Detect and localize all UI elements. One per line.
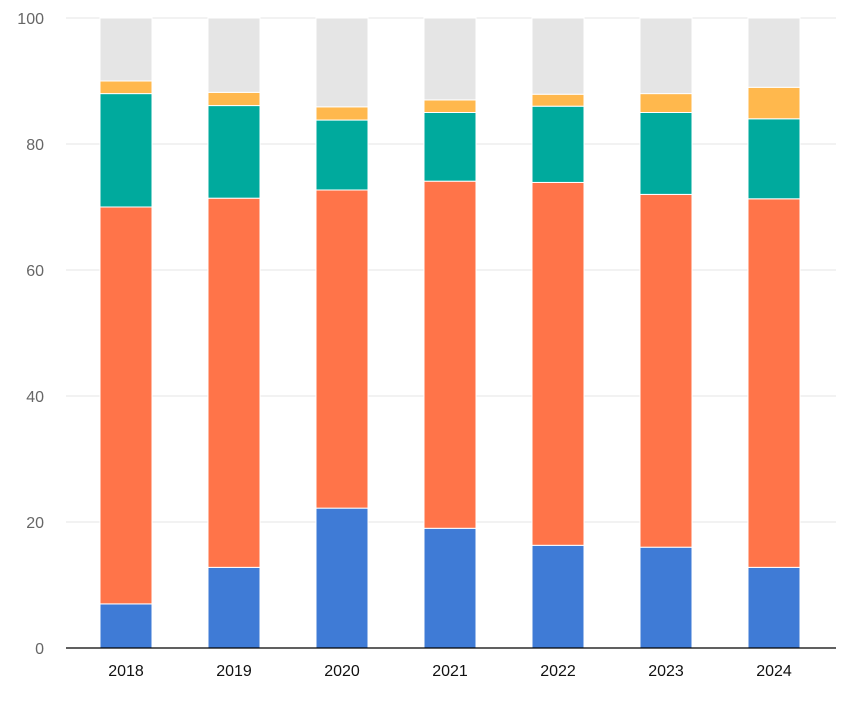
x-tick-label: 2022 [540,663,576,680]
bar-segment [639,112,693,195]
x-tick-label: 2019 [216,663,252,680]
y-tick-label: 60 [26,263,44,280]
x-tick-label: 2020 [324,663,360,680]
x-tick-label: 2018 [108,663,144,680]
bar-segment [315,189,369,509]
bar-segment [315,119,369,191]
bar-segment [423,17,477,101]
bar-segment [639,193,693,548]
bar-segment [99,206,153,605]
bar-segment [531,181,585,546]
bars [99,17,801,649]
y-tick-label: 20 [26,515,44,532]
bar-segment [747,566,801,649]
bar-segment [207,91,261,107]
bar-segment [423,112,477,182]
y-tick-label: 0 [35,641,44,658]
bar-segment [747,17,801,88]
bar-segment [639,546,693,649]
bar-segment [99,93,153,208]
bar-segment [423,180,477,529]
bar-segment [747,198,801,568]
bar-segment [207,566,261,649]
bar-segment [639,93,693,113]
bar-segment [315,507,369,649]
y-axis-ticks: 0 20 40 60 80 100 [17,11,44,658]
bar-segment [207,197,261,568]
bar-segment [531,105,585,183]
bar-segment [207,17,261,93]
bar-segment [423,527,477,649]
bar-segment [531,17,585,95]
bar-segment [747,118,801,200]
x-tick-label: 2023 [648,663,684,680]
bar-segment [531,93,585,107]
x-tick-label: 2021 [432,663,468,680]
bar-segment [423,99,477,114]
y-tick-label: 80 [26,137,44,154]
bar-segment [747,86,801,120]
bar-segment [207,105,261,199]
x-axis-ticks: 2018 2019 2020 2021 2022 2023 2024 [108,663,792,680]
y-tick-label: 40 [26,389,44,406]
y-tick-label: 100 [17,11,44,28]
bar-segment [99,17,153,82]
x-tick-label: 2024 [756,663,792,680]
bar-segment [531,544,585,649]
bar-segment [315,106,369,121]
bar-segment [315,17,369,108]
bar-segment [639,17,693,95]
bar-segment [99,80,153,95]
bar-segment [99,603,153,649]
